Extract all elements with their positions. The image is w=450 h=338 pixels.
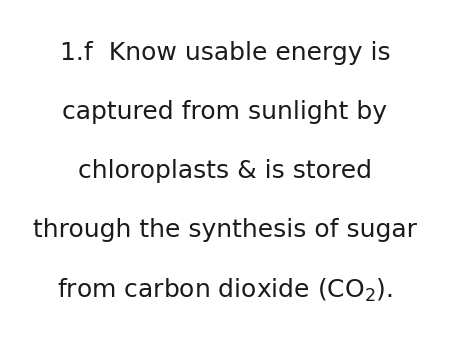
Text: 1.f  Know usable energy is: 1.f Know usable energy is [60,41,390,65]
Text: from carbon dioxide (CO$_2$).: from carbon dioxide (CO$_2$). [57,277,393,304]
Text: chloroplasts & is stored: chloroplasts & is stored [78,159,372,183]
Text: captured from sunlight by: captured from sunlight by [63,100,387,124]
Text: through the synthesis of sugar: through the synthesis of sugar [33,218,417,242]
